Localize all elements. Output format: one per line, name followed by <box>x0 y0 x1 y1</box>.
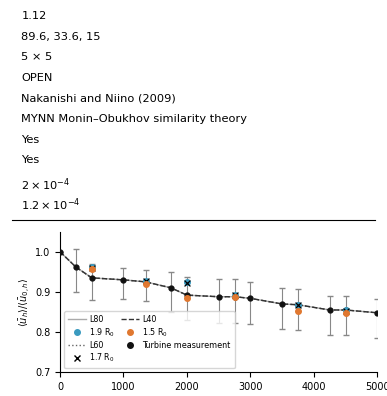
Text: 89.6, 33.6, 15: 89.6, 33.6, 15 <box>21 32 101 42</box>
Point <box>342 310 349 316</box>
Text: MYNN Monin–Obukhov similarity theory: MYNN Monin–Obukhov similarity theory <box>21 114 247 124</box>
Text: Yes: Yes <box>21 135 39 145</box>
Point <box>142 278 149 284</box>
Point <box>184 279 190 285</box>
Point <box>231 291 238 298</box>
Text: $2 \times 10^{-4}$: $2 \times 10^{-4}$ <box>21 176 70 193</box>
Text: OPEN: OPEN <box>21 73 53 83</box>
Point <box>89 265 95 272</box>
Legend: L80, 1.9 R$_0$, L60, 1.7 R$_0$, L40, 1.5 R$_0$, Turbine measurement: L80, 1.9 R$_0$, L60, 1.7 R$_0$, L40, 1.5… <box>64 311 235 368</box>
Text: 5 × 5: 5 × 5 <box>21 52 53 62</box>
Text: Nakanishi and Niino (2009): Nakanishi and Niino (2009) <box>21 93 176 104</box>
Point <box>142 278 149 284</box>
Y-axis label: $\langle\bar{u}_h\rangle / \langle\bar{u}_{0,h}\rangle$: $\langle\bar{u}_h\rangle / \langle\bar{u… <box>18 277 34 327</box>
Point <box>89 265 95 271</box>
Point <box>184 294 190 301</box>
Text: $1.2 \times 10^{-4}$: $1.2 \times 10^{-4}$ <box>21 197 80 213</box>
Text: Yes: Yes <box>21 156 39 166</box>
Point <box>142 281 149 287</box>
Point <box>295 308 301 314</box>
Point <box>295 302 301 308</box>
Point <box>231 293 238 300</box>
Point <box>295 302 301 308</box>
Text: 1.12: 1.12 <box>21 11 46 21</box>
Point <box>342 308 349 314</box>
Point <box>342 307 349 313</box>
Point <box>89 264 95 270</box>
Point <box>184 280 190 286</box>
Point <box>231 292 238 298</box>
